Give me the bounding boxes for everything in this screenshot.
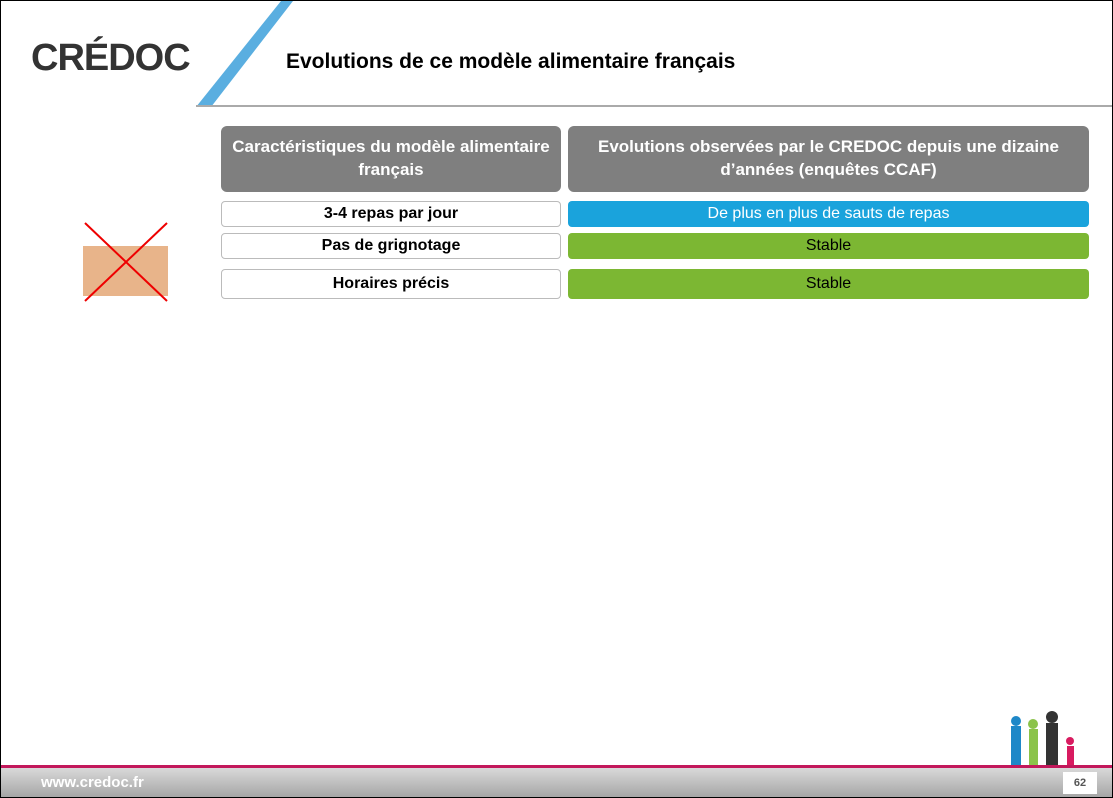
slash [196,1,293,107]
table-cell: 3-4 repas par jour [221,201,561,227]
people-icon [1011,711,1074,766]
footer [1,768,1112,797]
page-number: 62 [1063,772,1097,794]
column-header: Evolutions observées par le CREDOC depui… [568,126,1089,192]
cross [84,222,168,302]
footer-rule [1,765,1112,768]
footer-url: www.credoc.fr [41,774,144,791]
table-cell: Stable [568,233,1089,259]
table-cell: Pas de grignotage [221,233,561,259]
table-cell: Horaires précis [221,269,561,299]
table-cell: De plus en plus de sauts de repas [568,201,1089,227]
header-rule [196,105,1112,107]
table-cell: Stable [568,269,1089,299]
column-header: Caractéristiques du modèle alimentaire f… [221,126,561,192]
logo: CRÉDOC [31,37,191,79]
slide-title: Evolutions de ce modèle alimentaire fran… [286,50,736,73]
